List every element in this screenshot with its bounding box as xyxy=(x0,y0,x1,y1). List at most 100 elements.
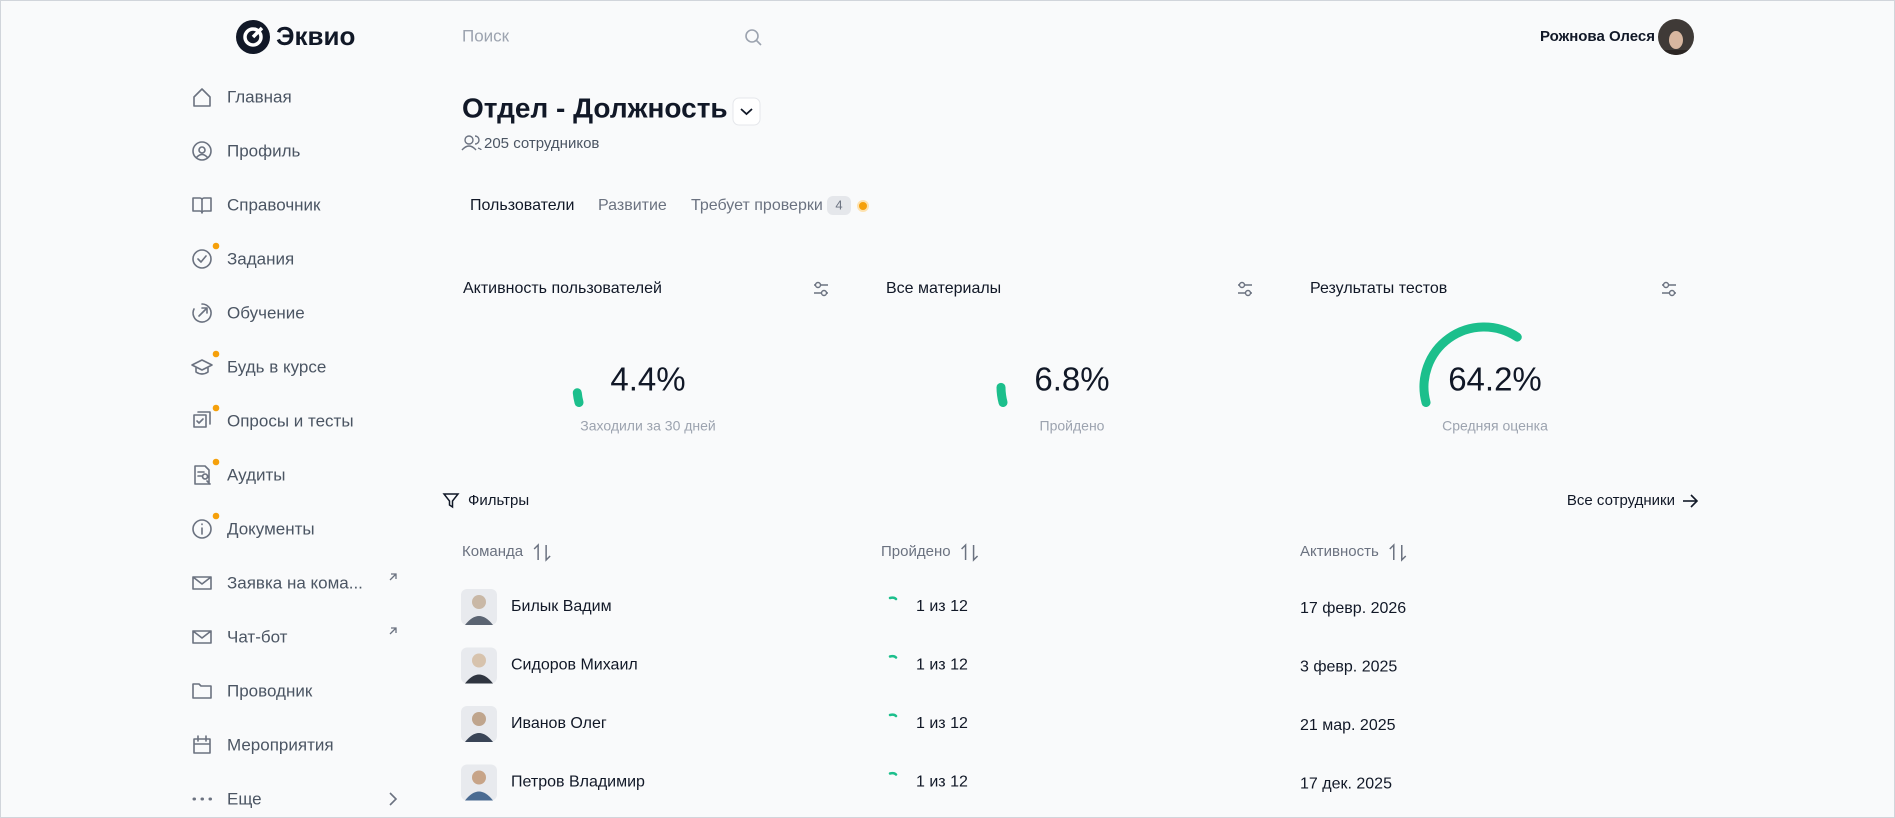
employees-icon xyxy=(461,135,482,151)
nav-item[interactable]: Документы xyxy=(192,512,315,539)
column-header[interactable]: Активность xyxy=(1300,543,1379,560)
row-progress: 1 из 12 xyxy=(916,715,968,732)
row-avatar-body xyxy=(465,674,493,684)
external-icon xyxy=(389,573,397,581)
sort-icon[interactable] xyxy=(533,543,551,562)
nav-label: Документы xyxy=(227,519,315,538)
nav-item[interactable]: Чат-бот xyxy=(192,627,397,646)
nav-icon xyxy=(192,141,212,161)
card-value: 6.8% xyxy=(1034,361,1109,398)
search-input[interactable]: Поиск xyxy=(462,26,510,45)
nav-label: Мероприятия xyxy=(227,735,334,754)
row-avatar-face xyxy=(472,595,486,609)
tab-badge: 4 xyxy=(835,197,842,212)
row-avatar-face xyxy=(472,712,486,726)
nav-badge-dot xyxy=(212,512,220,520)
nav-label: Будь в курсе xyxy=(227,357,326,376)
nav-label: Проводник xyxy=(227,681,313,700)
logo[interactable]: Эквио xyxy=(236,20,355,54)
nav-item[interactable]: Еще xyxy=(192,789,398,808)
nav-item[interactable]: Задания xyxy=(192,242,294,269)
nav-label: Обучение xyxy=(227,303,305,322)
row-activity: 3 февр. 2025 xyxy=(1300,659,1397,676)
page-title: Отдел - Должность xyxy=(462,92,728,123)
card-settings-knob xyxy=(1244,289,1252,297)
nav-icon xyxy=(192,576,212,590)
table-row[interactable]: Билык Вадим 1 из 12 17 февр. 2026 xyxy=(461,589,1406,625)
row-progress: 1 из 12 xyxy=(916,598,968,615)
row-avatar-body xyxy=(465,616,493,625)
card-title: Активность пользователей xyxy=(463,280,662,297)
nav-item[interactable]: Профиль xyxy=(192,141,301,161)
row-avatar-face xyxy=(472,770,486,785)
external-icon xyxy=(389,627,397,635)
tab[interactable]: Пользователи xyxy=(470,197,574,214)
search-icon[interactable] xyxy=(745,29,762,46)
nav-icon xyxy=(192,303,212,323)
nav-label: Еще xyxy=(227,789,262,808)
card-value: 64.2% xyxy=(1448,361,1542,398)
table-row[interactable]: Сидоров Михаил 1 из 12 3 февр. 2025 xyxy=(461,647,1397,684)
table-row[interactable]: Петров Владимир 1 из 12 17 дек. 2025 xyxy=(461,764,1392,801)
card-subtitle: Средняя оценка xyxy=(1442,418,1548,434)
user-name[interactable]: Рожнова Олеся xyxy=(1540,28,1655,45)
nav-label: Чат-бот xyxy=(227,627,288,646)
row-progress: 1 из 12 xyxy=(916,774,968,791)
row-progress-arc xyxy=(888,771,898,776)
column-header[interactable]: Пройдено xyxy=(881,543,951,560)
row-name: Иванов Олег xyxy=(511,715,607,732)
tab-dot xyxy=(857,200,869,212)
card-value: 4.4% xyxy=(610,361,685,398)
nav-icon xyxy=(192,519,212,539)
sort-icon[interactable] xyxy=(961,543,979,562)
tab[interactable]: Развитие xyxy=(598,197,667,214)
nav-badge-dot xyxy=(212,458,220,466)
row-name: Петров Владимир xyxy=(511,774,645,791)
row-avatar-body xyxy=(465,733,493,742)
row-progress-arc xyxy=(888,654,898,659)
row-progress-arc xyxy=(888,596,898,601)
nav-badge-dot xyxy=(212,404,220,412)
nav-item[interactable]: Мероприятия xyxy=(193,735,334,754)
card-settings-knob xyxy=(1238,281,1246,289)
nav-item[interactable]: Будь в курсе xyxy=(191,350,326,377)
nav-icon xyxy=(193,411,211,428)
nav-item[interactable]: Опросы и тесты xyxy=(193,404,354,431)
nav-label: Задания xyxy=(227,249,294,268)
row-avatar-body xyxy=(465,791,493,801)
filter-icon[interactable] xyxy=(442,493,460,509)
row-progress-arc xyxy=(888,713,898,718)
nav-item[interactable]: Заявка на кома... xyxy=(192,573,397,592)
nav-item[interactable]: Главная xyxy=(193,87,292,107)
row-activity: 17 дек. 2025 xyxy=(1300,776,1392,793)
card-title: Результаты тестов xyxy=(1310,280,1447,297)
logo-text: Эквио xyxy=(276,21,355,51)
nav-item[interactable]: Обучение xyxy=(192,303,305,323)
filters-button[interactable]: Фильтры xyxy=(468,492,529,509)
nav-label: Справочник xyxy=(227,195,321,214)
tab[interactable]: Требует проверки xyxy=(691,197,823,214)
row-name: Билык Вадим xyxy=(511,598,612,615)
nav-item[interactable]: Проводник xyxy=(192,681,313,700)
nav-icon xyxy=(192,630,212,644)
all-employees-link[interactable]: Все сотрудники xyxy=(1567,492,1675,509)
user-avatar[interactable] xyxy=(1656,17,1696,60)
nav-item[interactable]: Аудиты xyxy=(194,458,286,485)
gauge-arc xyxy=(572,388,584,408)
nav-item[interactable]: Справочник xyxy=(192,195,321,214)
nav-label: Аудиты xyxy=(227,465,286,484)
nav-badge-dot xyxy=(212,242,220,250)
title-dropdown[interactable] xyxy=(732,97,761,126)
sort-icon[interactable] xyxy=(1389,543,1407,562)
column-header[interactable]: Команда xyxy=(462,543,524,560)
nav-icon xyxy=(192,683,212,699)
employees-count: 205 сотрудников xyxy=(484,135,599,152)
gauge-arc xyxy=(1419,322,1522,408)
card-settings-knob xyxy=(1668,289,1676,297)
table-row[interactable]: Иванов Олег 1 из 12 21 мар. 2025 xyxy=(461,706,1396,742)
nav-icon xyxy=(191,359,213,375)
